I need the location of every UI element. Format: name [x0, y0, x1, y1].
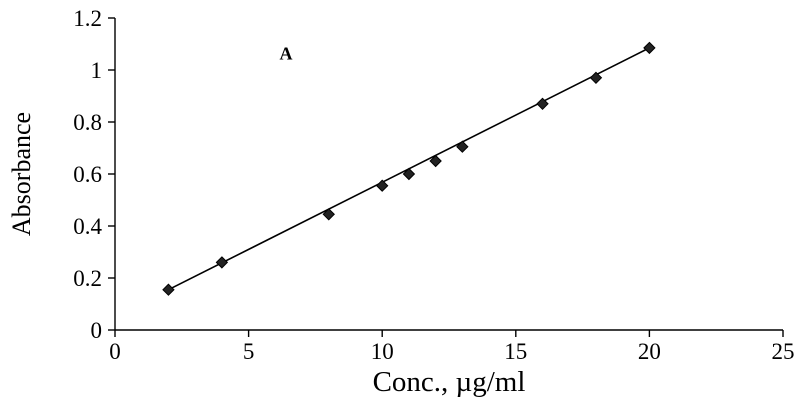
- x-tick-label: 20: [638, 339, 661, 364]
- data-point-marker: [589, 71, 603, 85]
- data-point-marker: [536, 97, 549, 111]
- y-tick-label: 1: [91, 58, 103, 83]
- data-point-marker: [375, 179, 389, 192]
- x-tick-label: 10: [371, 339, 394, 364]
- data-point-marker: [215, 256, 229, 269]
- x-tick-label: 0: [109, 339, 121, 364]
- x-tick-label: 15: [504, 339, 527, 364]
- data-point-marker: [456, 140, 469, 153]
- x-axis-title: Conc., µg/ml: [373, 366, 526, 398]
- y-axis-title: Absorbance: [7, 112, 36, 236]
- y-tick-label: 1.2: [73, 6, 102, 31]
- y-tick-label: 0.4: [73, 214, 102, 239]
- y-tick-label: 0.6: [73, 162, 102, 187]
- y-tick-label: 0.2: [73, 266, 102, 291]
- data-point-marker: [162, 283, 175, 296]
- data-point-marker: [402, 167, 416, 181]
- y-tick-label: 0: [91, 318, 103, 343]
- x-tick-label: 5: [243, 339, 255, 364]
- y-tick-label: 0.8: [73, 110, 102, 135]
- data-point-marker: [429, 154, 442, 168]
- panel-annotation-label: A: [280, 44, 293, 64]
- x-tick-label: 25: [772, 339, 795, 364]
- data-point-marker: [322, 208, 335, 221]
- data-point-marker: [643, 41, 656, 55]
